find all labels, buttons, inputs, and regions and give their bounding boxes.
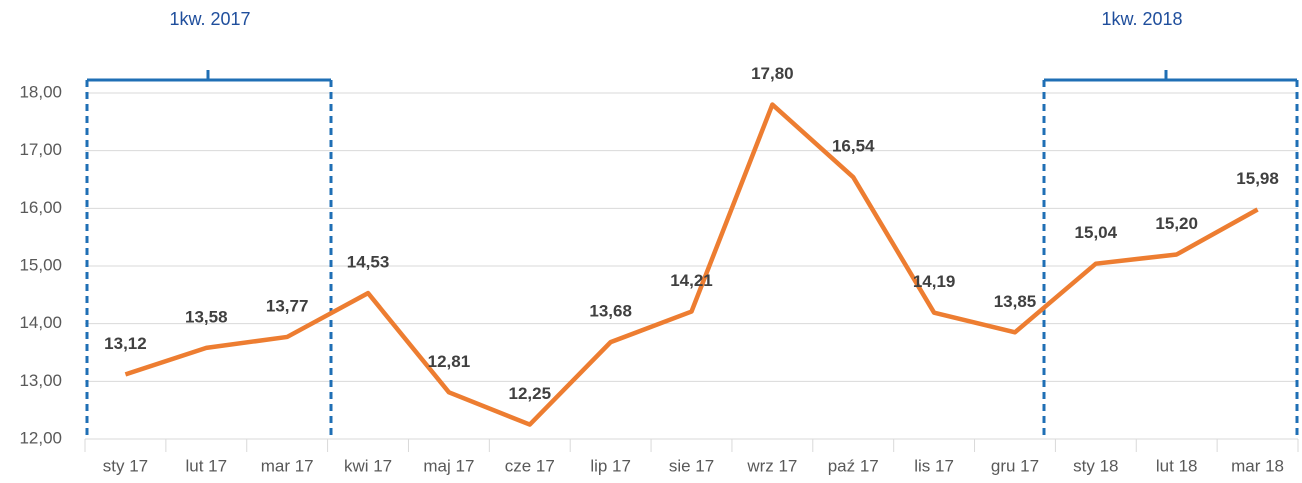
data-label: 15,98: [1236, 169, 1279, 188]
data-label: 13,68: [589, 302, 632, 321]
y-tick-label: 15,00: [19, 255, 62, 274]
data-label: 12,81: [428, 352, 471, 371]
data-label: 15,20: [1155, 214, 1198, 233]
x-tick-label: lis 17: [914, 456, 954, 475]
data-label: 14,21: [670, 271, 713, 290]
x-tick-label: mar 17: [261, 456, 314, 475]
x-tick-label: maj 17: [423, 456, 474, 475]
x-tick-label: lip 17: [590, 456, 631, 475]
x-tick-label: wrz 17: [746, 456, 797, 475]
y-tick-label: 18,00: [19, 82, 62, 101]
data-label: 12,25: [508, 384, 551, 403]
data-label: 13,77: [266, 296, 309, 315]
bracket-2018: [1042, 70, 1299, 440]
bracket-2017: [85, 70, 333, 440]
x-tick-label: sty 18: [1073, 456, 1118, 475]
x-tick-label: sie 17: [669, 456, 714, 475]
data-label: 14,53: [347, 253, 390, 272]
data-label: 15,04: [1075, 223, 1118, 242]
x-tick-label: mar 18: [1231, 456, 1284, 475]
data-label: 14,19: [913, 272, 956, 291]
data-label: 17,80: [751, 64, 794, 83]
y-tick-label: 17,00: [19, 140, 62, 159]
y-tick-label: 13,00: [19, 371, 62, 390]
data-label: 13,12: [104, 334, 147, 353]
line: [124, 102, 1259, 427]
plot: sty 17 lut 17 mar 17 kwi 17 maj 17 cze 17 lip …: [103, 64, 1284, 475]
data-label: 13,85: [994, 292, 1037, 311]
annotation: 1kw. 2018: [1101, 9, 1182, 29]
data-label: 13,58: [185, 307, 228, 326]
x-tick-label: lut 17: [186, 456, 228, 475]
x-tick-label: cze 17: [505, 456, 555, 475]
x-tick-label: gru 17: [991, 456, 1039, 475]
y-tick-label: 12,00: [19, 428, 62, 447]
y-tick-label: 14,00: [19, 313, 62, 332]
x-tick-label: paź 17: [828, 456, 879, 475]
x-tick-label: sty 17: [103, 456, 148, 475]
y-tick-label: 16,00: [19, 198, 62, 217]
x-tick-label: lut 18: [1156, 456, 1198, 475]
data-label: 16,54: [832, 137, 875, 156]
annotation: 1kw. 2017: [169, 9, 250, 29]
x-tick-label: kwi 17: [344, 456, 392, 475]
